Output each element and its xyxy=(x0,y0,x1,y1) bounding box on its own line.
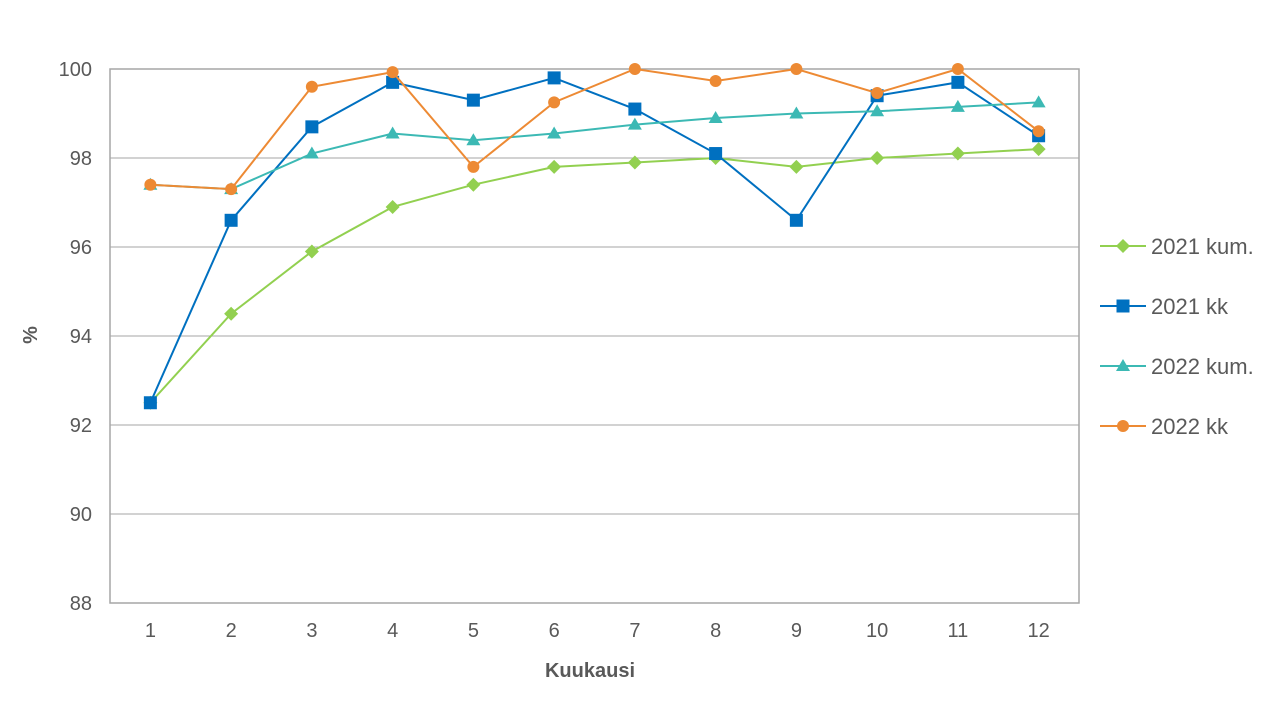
series-2022-kk xyxy=(144,63,1045,196)
data-point xyxy=(304,146,319,159)
data-point xyxy=(385,199,400,214)
y-tick-labels: 88 90 92 94 96 98 100 xyxy=(59,59,92,615)
data-point xyxy=(870,104,885,117)
data-point xyxy=(304,244,319,259)
data-point xyxy=(305,80,318,93)
data-point xyxy=(547,159,562,174)
series-group xyxy=(143,63,1046,410)
x-tick-label: 8 xyxy=(710,620,721,642)
data-point xyxy=(144,178,157,191)
data-point xyxy=(789,213,803,227)
data-point xyxy=(467,160,480,173)
data-point xyxy=(466,93,480,107)
legend-item: 2021 kum. xyxy=(1100,234,1254,259)
legend-label: 2022 kk xyxy=(1151,414,1229,439)
x-tick-label: 3 xyxy=(306,620,317,642)
data-point xyxy=(951,75,965,89)
data-point xyxy=(386,75,400,89)
y-tick-label: 92 xyxy=(70,415,92,437)
x-tick-label: 6 xyxy=(549,620,560,642)
x-tick-label: 12 xyxy=(1028,620,1050,642)
y-tick-label: 100 xyxy=(59,59,92,81)
x-tick-label: 2 xyxy=(226,620,237,642)
x-tick-label: 1 xyxy=(145,620,156,642)
series-2021-kk xyxy=(143,71,1046,410)
x-tick-label: 11 xyxy=(947,620,968,642)
data-point xyxy=(1031,95,1046,108)
y-axis-title: % xyxy=(20,326,42,344)
data-point xyxy=(385,126,400,139)
gridlines xyxy=(110,68,1079,604)
series-line xyxy=(149,76,1040,404)
data-point xyxy=(627,155,642,170)
legend-label: 2021 kum. xyxy=(1151,234,1254,259)
data-point xyxy=(628,102,642,116)
y-tick-label: 96 xyxy=(70,237,92,259)
x-tick-label: 5 xyxy=(468,620,479,642)
data-point xyxy=(870,151,885,165)
legend-item: 2022 kk xyxy=(1100,414,1229,439)
legend-marker xyxy=(1116,359,1130,371)
legend: 2021 kum. 2021 kk 2022 kum. 2022 kk xyxy=(1100,234,1254,439)
data-point xyxy=(466,177,481,192)
x-tick-label: 9 xyxy=(791,620,802,642)
plot-area-border xyxy=(109,68,1080,604)
legend-item: 2021 kk xyxy=(1100,294,1229,319)
y-tick-label: 90 xyxy=(70,504,92,526)
x-axis-title: Kuukausi xyxy=(545,660,635,682)
data-point xyxy=(547,71,561,85)
x-tick-label: 4 xyxy=(387,620,398,642)
data-point xyxy=(789,106,804,119)
data-point xyxy=(790,63,803,75)
y-tick-label: 88 xyxy=(70,593,92,615)
data-point xyxy=(789,159,804,174)
data-point xyxy=(708,110,723,123)
data-point xyxy=(548,96,561,109)
data-point xyxy=(871,87,884,100)
data-point xyxy=(224,213,238,227)
data-point xyxy=(627,117,642,130)
data-point xyxy=(225,183,238,196)
legend-marker xyxy=(1116,299,1130,313)
data-point xyxy=(305,120,319,134)
series-2022-kum- xyxy=(143,95,1046,195)
legend-label: 2022 kum. xyxy=(1151,354,1254,379)
data-point xyxy=(628,63,641,75)
data-point xyxy=(1032,125,1045,138)
data-point xyxy=(709,75,722,88)
data-point xyxy=(386,66,399,79)
data-point xyxy=(950,99,965,112)
data-point xyxy=(466,133,481,146)
data-point xyxy=(547,126,562,139)
series-line xyxy=(149,148,1039,404)
x-tick-label: 10 xyxy=(866,620,888,642)
legend-item: 2022 kum. xyxy=(1100,354,1254,379)
x-tick-label: 7 xyxy=(629,620,640,642)
legend-marker xyxy=(1117,420,1129,432)
data-point xyxy=(1031,142,1046,157)
data-point xyxy=(224,306,239,321)
series-line xyxy=(150,67,1040,191)
series-line xyxy=(150,101,1039,191)
data-point xyxy=(709,147,723,161)
data-point xyxy=(950,146,965,161)
data-point xyxy=(143,396,157,410)
y-tick-label: 98 xyxy=(70,148,92,170)
legend-label: 2021 kk xyxy=(1151,294,1229,319)
x-tick-labels: 1 2 3 4 5 6 7 8 9 10 11 12 xyxy=(145,620,1050,642)
data-point xyxy=(951,63,964,75)
series-2021-kum- xyxy=(143,142,1046,410)
y-tick-label: 94 xyxy=(70,326,92,348)
legend-marker xyxy=(1116,239,1130,253)
